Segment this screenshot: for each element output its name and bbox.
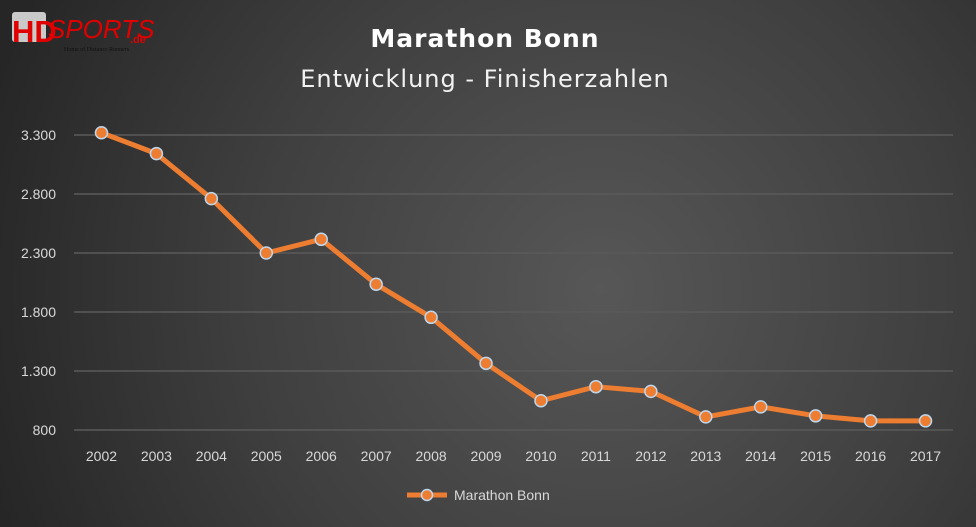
data-point-2012: [644, 384, 658, 399]
x-tick-label: 2005: [251, 448, 282, 464]
logo-tagline: Home of Distance Runners: [64, 46, 130, 53]
legend: Marathon Bonn: [407, 487, 550, 503]
y-tick-label: 2.300: [21, 245, 56, 261]
x-tick-label: 2012: [635, 448, 666, 464]
data-point-2005: [259, 246, 274, 260]
x-tick-label: 2010: [525, 448, 556, 464]
data-point-2007: [369, 277, 383, 292]
y-tick-label: 1.800: [21, 304, 56, 320]
x-tick-label: 2002: [86, 448, 117, 464]
data-point-2014: [753, 400, 768, 414]
data-point-2016: [863, 414, 878, 428]
data-point-2006: [314, 232, 328, 247]
legend-label: Marathon Bonn: [454, 487, 550, 503]
data-point-2017: [918, 414, 933, 428]
x-tick-label: 2003: [141, 448, 172, 464]
y-tick-label: 2.800: [21, 186, 56, 202]
y-axis: 800 1.300 1.800 2.300 2.800 3.300: [21, 127, 56, 438]
x-tick-label: 2009: [470, 448, 501, 464]
series-marathon-bonn: [94, 126, 933, 428]
x-tick-label: 2014: [745, 448, 776, 464]
y-tick-label: 800: [33, 422, 57, 438]
x-tick-label: 2016: [855, 448, 886, 464]
x-tick-label: 2013: [690, 448, 721, 464]
data-point-2004: [204, 191, 219, 206]
logo-main: HD: [12, 14, 57, 49]
data-point-2013: [699, 410, 713, 424]
x-tick-label: 2004: [196, 448, 227, 464]
series-line: [100, 130, 926, 424]
data-point-2010: [534, 393, 548, 408]
gridlines: [74, 134, 953, 431]
logo: HD SPORTS .de Home of Distance Runners: [12, 12, 155, 53]
data-point-2009: [479, 356, 493, 371]
data-point-2011: [589, 379, 603, 394]
x-axis: 2002 2003 2004 2005 2006 2007 2008 2009 2010 2011…: [86, 448, 941, 464]
chart-title: Marathon Bonn: [370, 24, 599, 53]
x-tick-label: 2006: [306, 448, 337, 464]
data-point-2015: [808, 409, 823, 423]
y-tick-label: 1.300: [21, 363, 56, 379]
data-point-2003: [149, 146, 164, 161]
x-tick-label: 2011: [581, 448, 611, 464]
data-point-2002: [94, 126, 109, 140]
data-point-2008: [424, 310, 438, 325]
x-tick-label: 2007: [361, 448, 392, 464]
logo-brand: SPORTS: [48, 14, 155, 44]
logo-tld: .de: [130, 34, 146, 46]
legend-marker: [420, 488, 434, 502]
chart-subtitle: Entwicklung - Finisherzahlen: [300, 65, 670, 93]
x-tick-label: 2017: [910, 448, 941, 464]
x-tick-label: 2008: [416, 448, 447, 464]
x-tick-label: 2015: [800, 448, 831, 464]
y-tick-label: 3.300: [21, 127, 56, 143]
